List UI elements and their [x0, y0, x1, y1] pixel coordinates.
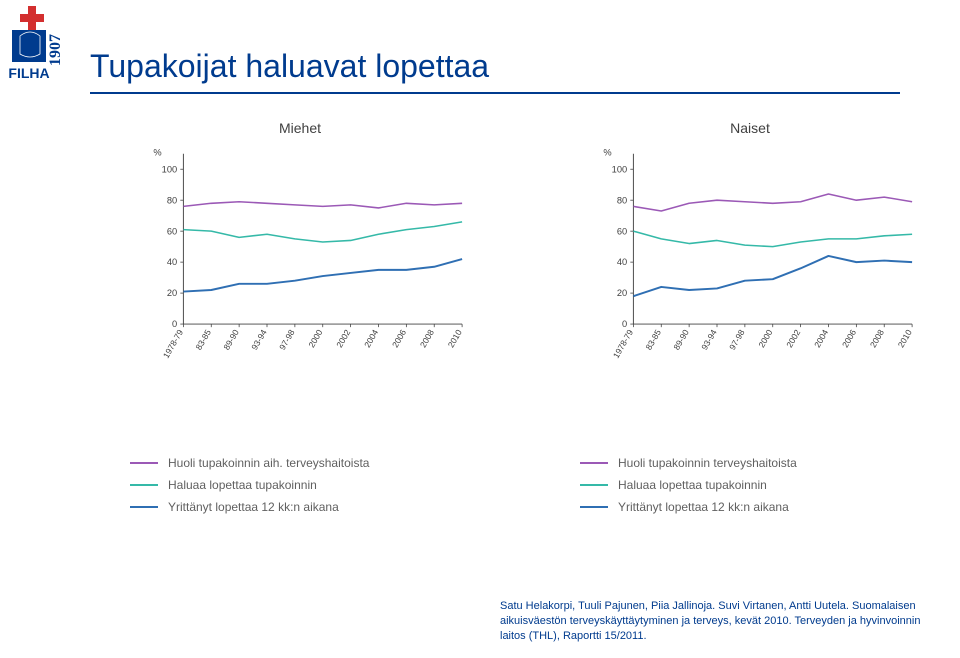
svg-text:2002: 2002	[784, 328, 802, 350]
svg-text:1978-79: 1978-79	[161, 328, 185, 360]
svg-text:20: 20	[167, 288, 177, 298]
line-chart-men: 0 20 40 60 80 100% 1978-79 83-85 89-90 93-94 97-98…	[130, 146, 500, 386]
svg-text:97-98: 97-98	[277, 328, 297, 352]
legend-swatch	[580, 462, 608, 464]
svg-text:60: 60	[167, 226, 177, 236]
svg-text:1978-79: 1978-79	[611, 328, 635, 360]
page-title: Tupakoijat haluavat lopettaa	[90, 48, 489, 85]
svg-text:0: 0	[622, 319, 627, 329]
legend-women: Huoli tupakoinnin terveyshaitoistaHaluaa…	[580, 452, 797, 518]
legend-item: Yrittänyt lopettaa 12 kk:n aikana	[130, 496, 369, 518]
legend-swatch	[130, 506, 158, 508]
legend-swatch	[580, 506, 608, 508]
svg-text:60: 60	[617, 226, 627, 236]
svg-text:97-98: 97-98	[727, 328, 747, 352]
svg-text:2000: 2000	[306, 328, 324, 350]
legend-item: Haluaa lopettaa tupakoinnin	[130, 474, 369, 496]
svg-text:40: 40	[167, 257, 177, 267]
svg-text:2010: 2010	[896, 328, 914, 350]
filha-logo: 1907 FILHA	[6, 6, 76, 86]
svg-text:2010: 2010	[446, 328, 464, 350]
svg-text:100: 100	[162, 164, 178, 174]
legend-swatch	[130, 462, 158, 464]
panel-title-men: Miehet	[90, 120, 510, 136]
svg-text:100: 100	[612, 164, 628, 174]
svg-text:93-94: 93-94	[249, 328, 269, 352]
svg-text:FILHA: FILHA	[8, 65, 49, 81]
title-underline	[90, 92, 900, 94]
chart-panel-women: Naiset 0 20 40 60 80 100% 1978-79 83-85 89-90 93-…	[540, 120, 960, 520]
legend-label: Haluaa lopettaa tupakoinnin	[618, 474, 767, 496]
svg-text:2008: 2008	[868, 328, 886, 350]
line-chart-women: 0 20 40 60 80 100% 1978-79 83-85 89-90 93-94 97-98…	[580, 146, 950, 386]
svg-text:20: 20	[617, 288, 627, 298]
svg-text:%: %	[603, 147, 611, 157]
svg-text:93-94: 93-94	[699, 328, 719, 352]
legend-swatch	[130, 484, 158, 486]
svg-text:40: 40	[617, 257, 627, 267]
svg-text:80: 80	[167, 195, 177, 205]
legend-label: Yrittänyt lopettaa 12 kk:n aikana	[168, 496, 339, 518]
svg-text:80: 80	[617, 195, 627, 205]
svg-text:1907: 1907	[47, 34, 64, 66]
svg-text:2002: 2002	[334, 328, 352, 350]
svg-text:2000: 2000	[756, 328, 774, 350]
legend-item: Huoli tupakoinnin aih. terveyshaitoista	[130, 452, 369, 474]
svg-text:83-85: 83-85	[193, 328, 213, 352]
svg-text:0: 0	[172, 319, 177, 329]
svg-text:2006: 2006	[840, 328, 858, 350]
legend-label: Yrittänyt lopettaa 12 kk:n aikana	[618, 496, 789, 518]
svg-text:89-90: 89-90	[671, 328, 691, 352]
legend-men: Huoli tupakoinnin aih. terveyshaitoistaH…	[130, 452, 369, 518]
panel-title-women: Naiset	[540, 120, 960, 136]
legend-swatch	[580, 484, 608, 486]
legend-label: Huoli tupakoinnin aih. terveyshaitoista	[168, 452, 369, 474]
svg-text:%: %	[153, 147, 161, 157]
chart-panel-men: Miehet 0 20 40 60 80 100% 1978-79 83-85 89-90 93-…	[90, 120, 510, 520]
legend-item: Huoli tupakoinnin terveyshaitoista	[580, 452, 797, 474]
legend-label: Huoli tupakoinnin terveyshaitoista	[618, 452, 797, 474]
svg-text:89-90: 89-90	[221, 328, 241, 352]
svg-text:2004: 2004	[812, 328, 830, 350]
citation-text: Satu Helakorpi, Tuuli Pajunen, Piia Jall…	[500, 599, 940, 644]
svg-text:83-85: 83-85	[643, 328, 663, 352]
legend-item: Yrittänyt lopettaa 12 kk:n aikana	[580, 496, 797, 518]
svg-text:2008: 2008	[418, 328, 436, 350]
legend-item: Haluaa lopettaa tupakoinnin	[580, 474, 797, 496]
legend-label: Haluaa lopettaa tupakoinnin	[168, 474, 317, 496]
svg-text:2006: 2006	[390, 328, 408, 350]
svg-text:2004: 2004	[362, 328, 380, 350]
